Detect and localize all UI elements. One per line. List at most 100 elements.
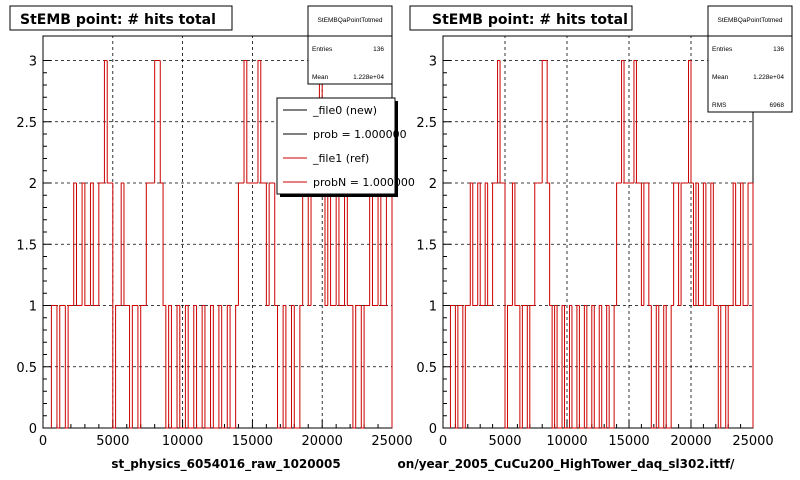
histogram-bin bbox=[640, 183, 644, 306]
histogram-bin bbox=[204, 305, 211, 429]
histogram-bin bbox=[464, 305, 471, 428]
histogram-bin bbox=[740, 182, 744, 306]
histogram-bin bbox=[187, 305, 194, 429]
histogram-bin bbox=[519, 305, 523, 429]
histogram-bin bbox=[549, 183, 553, 306]
y-tick-label: 3 bbox=[29, 55, 37, 70]
histogram-bin bbox=[355, 305, 362, 428]
histogram-bin bbox=[106, 60, 113, 184]
histogram-bin bbox=[477, 182, 481, 306]
histogram-bin bbox=[556, 305, 563, 429]
histogram-bin bbox=[307, 183, 312, 306]
title-box bbox=[9, 5, 233, 31]
histogram-bin bbox=[210, 305, 214, 428]
histogram-bin bbox=[120, 182, 124, 306]
histogram-bin bbox=[123, 183, 130, 306]
histogram-bin bbox=[59, 305, 66, 428]
histogram-bin bbox=[665, 305, 672, 429]
legend-label: _file1 (ref) bbox=[312, 152, 369, 165]
stats-label: Mean bbox=[312, 74, 329, 81]
plot-frame bbox=[42, 35, 393, 429]
histogram-bin bbox=[613, 305, 617, 428]
stats-name: StEMBQaPointTotmed bbox=[717, 17, 782, 24]
y-tick-label: 0.5 bbox=[416, 361, 437, 376]
histogram-bin bbox=[131, 305, 138, 428]
histogram-bin bbox=[449, 305, 456, 428]
stats-value: 136 bbox=[773, 46, 784, 53]
histogram-bin bbox=[606, 305, 610, 428]
histogram-bin bbox=[168, 305, 172, 428]
histogram-bin bbox=[680, 182, 687, 306]
stats-value: 136 bbox=[373, 46, 384, 53]
histogram-bin bbox=[274, 183, 278, 306]
histogram-bin bbox=[650, 305, 657, 429]
x-tick-label: 5000 bbox=[96, 434, 129, 449]
histogram-bin bbox=[226, 305, 231, 428]
histogram-bin bbox=[103, 60, 108, 183]
histogram-bin bbox=[454, 305, 458, 429]
histogram-bin bbox=[546, 60, 550, 184]
histogram-bin bbox=[115, 305, 122, 428]
histogram-bin bbox=[692, 183, 696, 306]
legend-label: _file0 (new) bbox=[312, 104, 377, 117]
histogram-bin bbox=[564, 305, 570, 429]
x-tick-label: 0 bbox=[39, 434, 47, 449]
legend-frame bbox=[276, 97, 396, 195]
histogram-bin bbox=[670, 305, 674, 428]
histogram-bin bbox=[246, 60, 253, 184]
histogram-bin bbox=[137, 305, 141, 429]
histogram-bin bbox=[678, 183, 682, 306]
histogram-bin bbox=[293, 305, 300, 429]
histogram-bin bbox=[469, 182, 473, 306]
histogram-panel-left: StEMB point: # hits total 0 0.5 1 1.5 2 2.5 3 0… bbox=[9, 5, 415, 472]
histogram-bin bbox=[487, 183, 493, 306]
histogram-bin bbox=[67, 305, 74, 428]
histogram-bin bbox=[140, 305, 147, 428]
stats-label: Entries bbox=[712, 46, 733, 53]
histogram-bin bbox=[162, 183, 166, 306]
histogram-bin bbox=[747, 182, 751, 306]
histogram-bin bbox=[64, 305, 69, 429]
plot-frame bbox=[442, 35, 754, 429]
histogram-bin bbox=[506, 305, 513, 428]
histogram-bin bbox=[735, 183, 741, 306]
histogram-bin bbox=[529, 305, 535, 428]
stats-box: StEMBQaPointTotmed Entries 136 Mean 1.228e+0… bbox=[707, 5, 793, 113]
stats-name: StEMBQaPointTotmed bbox=[317, 17, 382, 24]
histogram-bin bbox=[363, 305, 370, 428]
x-tick-label: 15000 bbox=[608, 434, 649, 449]
histogram-bin bbox=[112, 183, 116, 429]
histogram-bin bbox=[193, 305, 197, 428]
x-tick-label: 0 bbox=[439, 434, 447, 449]
histogram-bin bbox=[165, 305, 169, 429]
histogram-bin bbox=[695, 182, 699, 306]
panel-title: StEMB point: # hits total bbox=[432, 12, 628, 28]
histogram-bin bbox=[742, 183, 749, 306]
histogram-bin bbox=[472, 183, 478, 306]
histogram-bin bbox=[608, 305, 615, 429]
histogram-bin bbox=[663, 305, 667, 428]
y-tick-label: 2.5 bbox=[416, 116, 437, 131]
y-tick-label: 2 bbox=[429, 177, 437, 192]
histogram-bin bbox=[277, 305, 284, 429]
histogram-bin bbox=[324, 183, 328, 306]
histogram-bin bbox=[89, 182, 94, 306]
histogram-bin bbox=[371, 183, 379, 306]
title-box bbox=[409, 5, 633, 31]
histogram-bin bbox=[218, 305, 222, 428]
histogram-bin bbox=[330, 183, 337, 306]
y-tick-label: 2 bbox=[29, 177, 37, 192]
legend-label: prob = 1.000000 bbox=[313, 128, 407, 141]
x-tick-label: 25000 bbox=[732, 434, 773, 449]
histogram-bin bbox=[497, 60, 501, 183]
x-tick-label: 10000 bbox=[546, 434, 587, 449]
histogram-bin bbox=[201, 305, 205, 428]
x-tick-label: 20000 bbox=[670, 434, 711, 449]
histogram-bin bbox=[673, 182, 679, 306]
stats-label: Mean bbox=[712, 74, 729, 81]
histogram-bin bbox=[212, 305, 219, 429]
histogram-bin bbox=[712, 183, 719, 306]
histogram-bin bbox=[534, 182, 538, 306]
histogram-bin bbox=[235, 305, 239, 428]
